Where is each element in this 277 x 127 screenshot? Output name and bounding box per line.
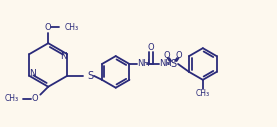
Text: O: O bbox=[176, 51, 182, 60]
Text: O: O bbox=[45, 23, 52, 32]
Text: CH₃: CH₃ bbox=[196, 89, 210, 98]
Text: NH: NH bbox=[159, 59, 171, 68]
Text: O: O bbox=[148, 43, 155, 52]
Text: CH₃: CH₃ bbox=[4, 94, 19, 103]
Text: S: S bbox=[170, 59, 176, 69]
Text: O: O bbox=[31, 94, 38, 103]
Text: CH₃: CH₃ bbox=[65, 23, 79, 32]
Text: N: N bbox=[60, 52, 67, 61]
Text: N: N bbox=[29, 69, 36, 78]
Text: NH: NH bbox=[137, 59, 150, 68]
Text: O: O bbox=[164, 51, 170, 60]
Text: S: S bbox=[87, 71, 93, 81]
